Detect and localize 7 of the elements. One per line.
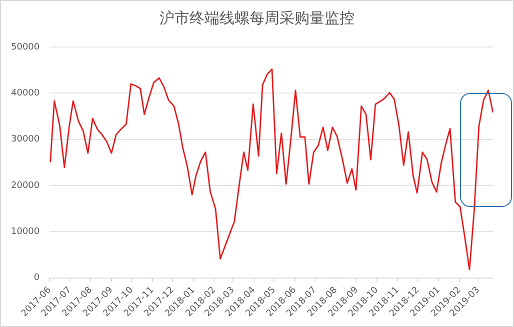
y-tick-label: 0 bbox=[34, 273, 40, 284]
y-tick-label: 30000 bbox=[10, 134, 40, 145]
y-tick-label: 20000 bbox=[10, 180, 40, 191]
y-tick-label: 40000 bbox=[10, 88, 40, 98]
chart-title: 沪市终端线螺每周采购量监控 bbox=[158, 9, 356, 28]
y-tick-label: 50000 bbox=[10, 42, 40, 52]
y-tick-label: 10000 bbox=[10, 226, 40, 237]
